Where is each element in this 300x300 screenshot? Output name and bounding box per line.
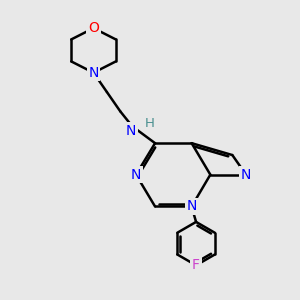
Text: N: N	[186, 200, 197, 214]
Text: N: N	[241, 168, 251, 182]
Text: N: N	[125, 124, 136, 138]
Text: N: N	[88, 66, 99, 80]
Text: O: O	[88, 21, 99, 35]
Text: N: N	[131, 168, 141, 182]
Text: F: F	[192, 258, 200, 272]
Text: H: H	[145, 117, 155, 130]
